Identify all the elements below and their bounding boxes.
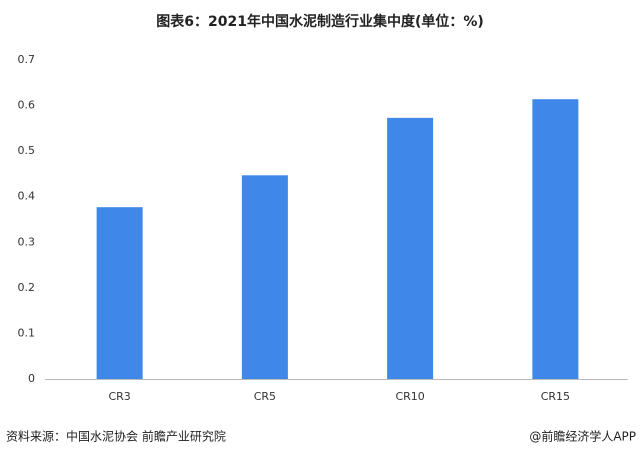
bar <box>532 99 579 379</box>
y-tick-label: 0 <box>28 372 35 385</box>
bar <box>387 117 434 379</box>
y-tick-label: 0.4 <box>18 190 36 203</box>
y-tick-label: 0.7 <box>18 53 36 66</box>
y-tick-label: 0.1 <box>18 326 36 339</box>
y-tick-label: 0.6 <box>18 99 36 112</box>
x-tick-label: CR5 <box>254 390 276 403</box>
source: 资料来源：中国水泥协会 前瞻产业研究院 <box>6 429 226 444</box>
y-tick-label: 0.5 <box>18 144 36 157</box>
x-tick-label: CR10 <box>395 390 424 403</box>
chart-title: 图表6：2021年中国水泥制造行业集中度(单位：%) <box>156 13 484 30</box>
x-tick-label: CR15 <box>541 390 570 403</box>
credit: @前瞻经济学人APP <box>529 429 636 444</box>
bar <box>241 175 288 379</box>
y-tick-label: 0.3 <box>18 235 36 248</box>
x-tick-label: CR3 <box>108 390 130 403</box>
y-tick-label: 0.2 <box>18 281 36 294</box>
bar <box>96 207 143 379</box>
